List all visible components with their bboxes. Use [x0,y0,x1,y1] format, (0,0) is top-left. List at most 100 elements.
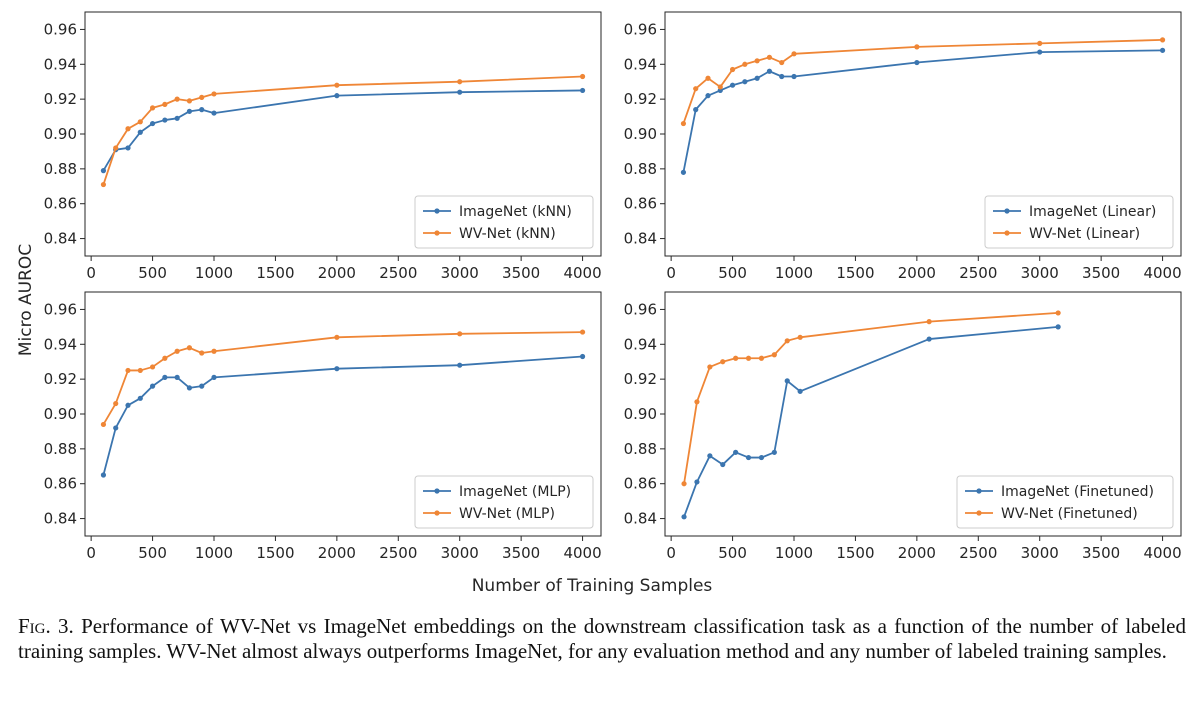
series-line-wvnet [102,75,583,185]
data-point [199,107,205,113]
legend-label: ImageNet (kNN) [459,204,572,220]
data-point [914,44,920,50]
axes-frame [84,291,602,537]
data-point [113,425,119,431]
y-tick-label: 0.94 [624,55,657,73]
data-point [717,84,723,90]
data-point [926,319,932,325]
data-point [211,110,217,116]
x-tick-label: 2000 [318,544,356,562]
data-point [579,73,586,80]
data-point [707,453,713,459]
data-point [754,75,760,81]
legend: ImageNet (kNN) WV-Net (kNN) [414,195,594,249]
data-point [199,350,205,356]
data-point [705,75,711,81]
legend: ImageNet (MLP) WV-Net (MLP) [414,475,594,529]
data-point [771,449,777,455]
y-tick-label: 0.86 [44,195,77,213]
data-point [137,367,143,374]
chart-panel-top-left: 0.84 0.86 0.88 0.90 0.92 0.94 0.96 0 500 1000 1500… [44,11,602,282]
caption-text: Performance of WV-Net vs ImageNet embedd… [18,614,1186,663]
legend-label: ImageNet (Finetuned) [1001,484,1154,500]
data-point [681,514,687,520]
data-point [162,374,168,380]
x-tick-label: 1000 [775,264,813,282]
caption-label: Fig. 3. [18,614,74,638]
data-point [681,481,687,487]
series-line-imagenet [682,49,1163,173]
data-point [174,96,180,102]
y-tick-label: 0.96 [624,20,657,38]
data-point [745,454,752,461]
x-tick-label: 1500 [256,264,294,282]
y-tick-label: 0.84 [44,510,77,528]
data-point [791,51,797,57]
data-point [1037,40,1043,46]
data-point [720,359,726,365]
x-tick-label: 3000 [1021,544,1059,562]
data-point [186,345,193,351]
data-point [579,353,586,360]
data-point [1159,37,1166,43]
data-point [914,59,920,66]
x-tick-label: 1000 [195,264,233,282]
data-point [149,120,156,127]
series-line-imagenet [683,325,1059,518]
x-tick-label: 2500 [959,544,997,562]
x-tick-label: 4000 [1143,544,1181,562]
data-point [125,145,131,151]
legend-swatch-marker [434,230,440,236]
legend-swatch-marker [1004,230,1010,236]
data-point [707,364,713,370]
legend-box [984,195,1174,249]
data-point [729,82,736,88]
data-point [733,449,739,455]
chart-panel-top-right: 0.84 0.86 0.88 0.90 0.92 0.94 0.96 0 500 1000 1500… [624,11,1182,282]
shared-y-axis-label: Micro AUROC [16,244,36,356]
y-tick-label: 0.86 [624,195,657,213]
y-tick-label: 0.94 [44,335,77,353]
data-point [680,169,687,175]
data-point [720,461,726,468]
data-point [784,338,790,344]
data-point [784,378,790,384]
y-tick-label: 0.86 [624,475,657,493]
axes-frame [664,11,1182,257]
data-point [137,395,143,401]
x-tick-label: 2000 [898,544,936,562]
legend-swatch-marker [1004,208,1010,214]
data-point [1037,49,1043,55]
x-tick-label: 0 [666,544,676,562]
shared-x-axis-label: Number of Training Samples [472,576,713,596]
data-point [680,120,687,127]
y-tick-label: 0.90 [44,405,77,423]
x-tick-label: 1000 [775,544,813,562]
y-tick-label: 0.96 [624,300,657,318]
data-point [766,68,773,74]
legend-label: WV-Net (Linear) [1029,226,1140,242]
data-point [174,348,180,354]
figure-caption: Fig. 3. Performance of WV-Net vs ImageNe… [18,614,1186,664]
data-point [779,73,785,80]
y-tick-label: 0.88 [624,160,657,178]
data-point [100,168,107,174]
data-point [797,334,803,340]
data-point [754,58,760,64]
x-tick-label: 2500 [379,264,417,282]
y-tick-label: 0.90 [624,125,657,143]
data-point [771,352,777,358]
data-point [334,93,340,99]
x-tick-label: 500 [718,544,747,562]
data-point [211,374,217,380]
data-point [693,107,699,113]
data-point [745,355,752,361]
y-tick-label: 0.90 [44,125,77,143]
x-tick-label: 1500 [836,264,874,282]
x-tick-label: 3000 [441,264,479,282]
legend-box [414,475,594,529]
data-point [705,93,711,99]
legend-swatch-marker [976,510,982,516]
x-tick-label: 4000 [1143,264,1181,282]
x-tick-label: 3500 [1082,544,1120,562]
